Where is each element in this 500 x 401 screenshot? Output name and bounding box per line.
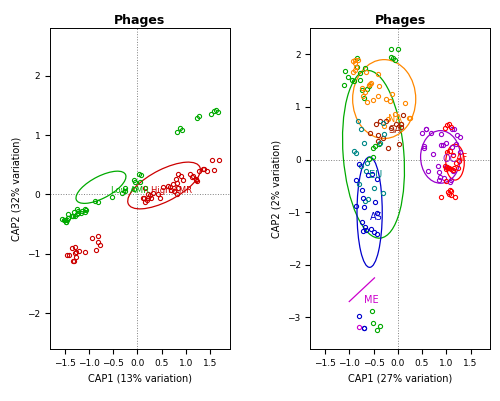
Title: Phages: Phages (114, 14, 166, 27)
X-axis label: CAP1 (13% variation): CAP1 (13% variation) (88, 373, 192, 383)
Text: ME: ME (364, 295, 378, 305)
Text: OC: OC (443, 154, 458, 164)
Text: SA: SA (388, 125, 401, 135)
X-axis label: CAP1 (27% variation): CAP1 (27% variation) (348, 373, 453, 383)
Text: NA: NA (388, 113, 402, 124)
Text: High AMR: High AMR (151, 186, 192, 195)
Text: AS: AS (370, 212, 382, 222)
Text: Low AMR: Low AMR (110, 186, 148, 195)
Title: Phages: Phages (374, 14, 426, 27)
Y-axis label: CAP2 (32% variation): CAP2 (32% variation) (12, 136, 22, 241)
Text: AF: AF (456, 153, 468, 162)
Text: EU: EU (368, 170, 382, 180)
Y-axis label: CAP2 (2% variation): CAP2 (2% variation) (272, 140, 282, 237)
